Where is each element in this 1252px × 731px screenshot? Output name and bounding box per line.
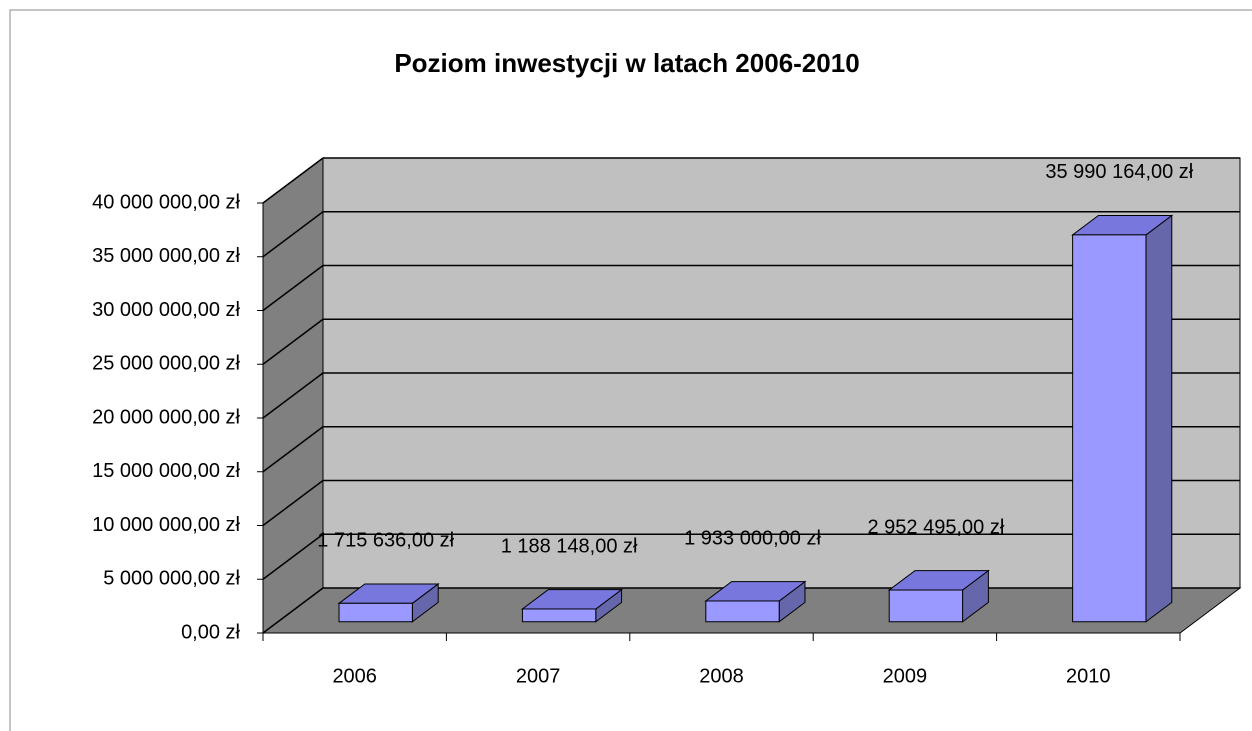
grid-line: [262, 157, 324, 204]
bar: [338, 602, 413, 623]
x-tick-label: 2010: [1066, 665, 1111, 687]
y-tick-label: 30 000 000,00 zł: [92, 299, 240, 321]
grid-line: [262, 479, 324, 527]
value-label: 1 188 148,00 zł: [501, 535, 638, 557]
grid-line: [262, 426, 324, 473]
x-tick-label: 2009: [883, 665, 928, 687]
grid-line: [262, 211, 324, 258]
bar: [705, 600, 780, 623]
y-tick-label: 25 000 000,00 zł: [92, 353, 240, 375]
y-tick-label: 40 000 000,00 zł: [92, 191, 240, 213]
value-label: 1 933 000,00 zł: [684, 527, 821, 549]
bar: [1072, 234, 1147, 623]
y-tick-label: 20 000 000,00 zł: [92, 406, 240, 428]
grid-line: [262, 587, 324, 634]
value-label: 2 952 495,00 zł: [868, 516, 1005, 538]
y-tick-label: 35 000 000,00 zł: [92, 245, 240, 267]
x-tick-label: 2006: [332, 665, 377, 687]
grid-line: [262, 318, 324, 365]
x-tick-label: 2008: [699, 665, 744, 687]
x-tick-label: 2007: [516, 665, 561, 687]
grid-line: [262, 264, 324, 312]
value-label: 35 990 164,00 zł: [1045, 161, 1193, 183]
grid-line: [262, 372, 324, 419]
bar: [888, 589, 964, 623]
value-label: 1 715 636,00 zł: [317, 530, 454, 552]
grid-line: [262, 533, 324, 580]
y-tick-label: 0,00 zł: [181, 621, 240, 643]
y-tick-label: 5 000 000,00 zł: [103, 568, 240, 590]
bar-side: [1145, 214, 1173, 623]
chart-frame: [9, 9, 1252, 731]
chart-title: Poziom inwestycji w latach 2006-2010: [394, 48, 859, 78]
bar: [521, 608, 597, 623]
y-tick-label: 10 000 000,00 zł: [92, 514, 240, 536]
y-tick-label: 15 000 000,00 zł: [92, 460, 240, 482]
